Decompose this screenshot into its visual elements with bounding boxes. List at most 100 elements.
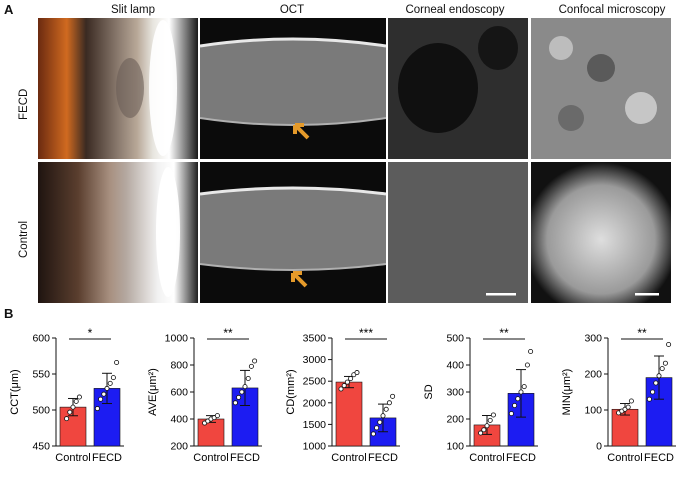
data-point (354, 370, 360, 376)
data-point (666, 341, 672, 347)
bar-chart-1: CCT(μm) 450 500 550 600 Control FECD * (9, 326, 124, 464)
data-point (625, 404, 631, 410)
data-point (528, 349, 534, 355)
bar-chart-5: MIN(μm²) 0 100 200 300 Control FECD ** (561, 326, 676, 464)
data-point (341, 383, 347, 389)
oct-fecd-image (200, 18, 386, 159)
data-point (104, 385, 110, 391)
data-point (512, 403, 518, 409)
x-tick-label: FECD (230, 452, 260, 464)
data-point (239, 389, 245, 395)
oct-control-image (200, 162, 386, 303)
endoscopy-fecd-image (388, 18, 528, 159)
y-tick-label: 300 (446, 387, 464, 399)
data-point (515, 396, 521, 402)
data-point (383, 406, 389, 412)
y-tick-label: 400 (446, 360, 464, 372)
data-point (646, 396, 652, 402)
y-tick-label: 100 (446, 441, 464, 453)
bar-chart-2: AVE(μm²) 200 400 600 800 1000 Control FECD ** (147, 326, 262, 464)
bar-chart-3: CD(mm²) 1000 1500 2000 2500 3000 3500 Control FE… (285, 326, 400, 464)
data-point (490, 412, 496, 418)
y-tick-label: 200 (170, 441, 188, 453)
data-point (110, 375, 116, 381)
significance-label: ** (637, 326, 647, 340)
y-tick-label: 1500 (303, 419, 327, 431)
y-tick-label: 600 (170, 387, 188, 399)
data-point (478, 430, 484, 436)
data-point (662, 360, 668, 366)
y-tick-label: 2000 (303, 397, 327, 409)
data-point (487, 417, 493, 423)
data-point (64, 416, 70, 422)
y-tick-label: 1000 (165, 333, 189, 345)
panel-b-letter: B (4, 306, 14, 321)
data-point (344, 379, 350, 385)
data-point (653, 380, 659, 386)
x-tick-label: Control (607, 452, 642, 464)
data-point (114, 359, 120, 365)
data-point (481, 427, 487, 433)
scale-bar (635, 293, 659, 296)
slit-lamp-control-image (38, 162, 198, 303)
row-label-fecd: FECD (18, 88, 30, 120)
data-point (348, 376, 354, 382)
data-point (94, 406, 100, 412)
y-tick-label: 800 (170, 360, 188, 372)
bar-fecd (93, 388, 121, 447)
data-point (508, 411, 514, 417)
data-point (67, 409, 73, 415)
data-point (98, 396, 104, 402)
data-point (380, 413, 386, 419)
y-axis-label: SD (423, 384, 435, 399)
data-point (386, 400, 392, 406)
y-tick-label: 400 (170, 414, 188, 426)
y-tick-label: 3000 (303, 354, 327, 366)
data-point (656, 373, 662, 379)
data-point (242, 384, 248, 390)
x-tick-label: FECD (644, 452, 674, 464)
data-point (377, 419, 383, 425)
col-title-oct: OCT (279, 4, 305, 16)
col-title-slit-lamp: Slit lamp (110, 4, 156, 16)
data-point (76, 394, 82, 400)
y-tick-label: 200 (584, 369, 602, 381)
y-tick-label: 2500 (303, 376, 327, 388)
y-axis-label: CCT(μm) (9, 369, 21, 414)
data-point (70, 404, 76, 410)
bar-control (197, 418, 225, 447)
data-point (236, 394, 242, 400)
y-axis-label: AVE(μm²) (147, 368, 159, 416)
y-tick-label: 550 (32, 369, 50, 381)
data-point (370, 431, 376, 437)
x-tick-label: Control (193, 452, 228, 464)
data-point (248, 363, 254, 369)
y-tick-label: 200 (446, 414, 464, 426)
data-point (628, 398, 634, 404)
y-tick-label: 450 (32, 441, 50, 453)
y-tick-label: 100 (584, 405, 602, 417)
col-title-confocal-microscopy: Confocal microscopy (558, 4, 666, 16)
data-point (659, 366, 665, 372)
x-tick-label: Control (331, 452, 366, 464)
data-point (101, 391, 107, 397)
data-point (214, 413, 220, 419)
slit-lamp-fecd-image (38, 18, 198, 159)
data-point (524, 362, 530, 368)
x-tick-label: FECD (92, 452, 122, 464)
data-point (252, 358, 258, 364)
bar-chart-4: SD 100 200 300 400 500 Control FECD ** (423, 326, 538, 464)
panel-a-letter: A (4, 2, 14, 17)
x-tick-label: Control (55, 452, 90, 464)
data-point (232, 400, 238, 406)
confocal-control-image (531, 162, 671, 303)
y-tick-label: 0 (596, 441, 602, 453)
arrow-icon (293, 123, 310, 140)
data-point (650, 389, 656, 395)
y-tick-label: 600 (32, 333, 50, 345)
data-point (390, 393, 396, 399)
x-tick-label: FECD (506, 452, 536, 464)
data-point (484, 423, 490, 429)
col-title-corneal-endoscopy: Corneal endoscopy (405, 4, 505, 16)
y-axis-label: CD(mm²) (285, 369, 297, 414)
